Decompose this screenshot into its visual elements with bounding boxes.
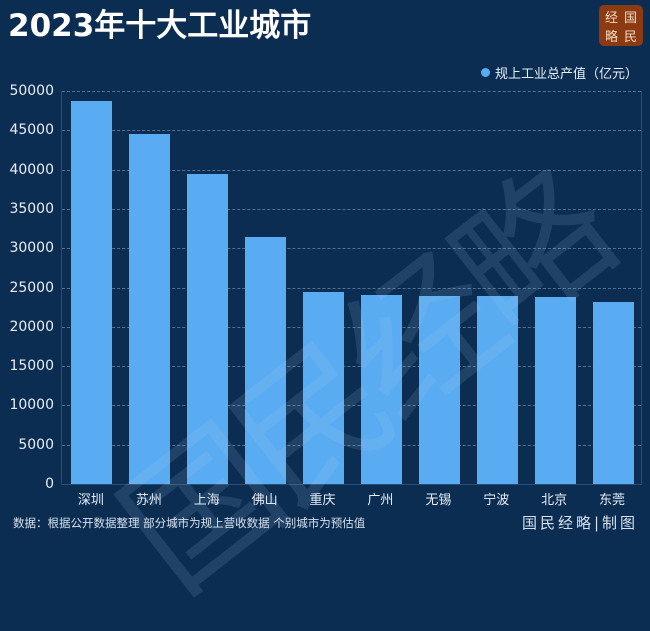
x-tick-label: 苏州 xyxy=(135,493,162,508)
bar-9 xyxy=(592,302,634,484)
x-tick-label: 北京 xyxy=(541,493,568,508)
y-tick-label: 30000 xyxy=(9,240,54,257)
bar-7 xyxy=(476,296,518,484)
data-source-note: 数据：根据公开数据整理 部分城市为规上营收数据 个别城市为预估值 xyxy=(13,516,366,530)
y-tick-label: 20000 xyxy=(9,318,54,335)
plot-area xyxy=(61,91,642,485)
x-tick-label: 东莞 xyxy=(599,493,626,508)
x-tick-label: 宁波 xyxy=(483,493,510,508)
y-tick-label: 25000 xyxy=(9,279,54,296)
gridline xyxy=(62,208,641,210)
legend-swatch-icon xyxy=(480,68,490,77)
y-tick-label: 0 xyxy=(45,476,54,492)
bar-1 xyxy=(129,134,171,484)
bar-5 xyxy=(360,295,402,484)
x-tick-label: 重庆 xyxy=(309,493,336,508)
bar-6 xyxy=(418,296,460,484)
x-tick-label: 无锡 xyxy=(425,493,452,508)
x-tick-label: 深圳 xyxy=(77,493,104,508)
gridline xyxy=(62,366,641,368)
y-tick-label: 5000 xyxy=(18,436,54,453)
bar-0 xyxy=(71,101,113,484)
bar-8 xyxy=(534,296,576,484)
gridline xyxy=(62,405,641,407)
gridline xyxy=(62,130,641,132)
y-tick-label: 15000 xyxy=(9,358,54,375)
logo-char: 经 xyxy=(604,11,618,26)
y-tick-label: 50000 xyxy=(9,83,54,99)
logo-char: 国 xyxy=(623,11,637,26)
bar-2 xyxy=(187,173,229,484)
bar-4 xyxy=(303,292,345,484)
x-tick-label: 广州 xyxy=(367,493,394,508)
logo-char: 民 xyxy=(623,30,637,45)
logo-char: 略 xyxy=(604,30,618,45)
y-tick-label: 10000 xyxy=(9,397,54,414)
gridline xyxy=(62,326,641,328)
gridline xyxy=(62,287,641,289)
legend: 规上工业总产值（亿元） xyxy=(480,63,638,82)
gridline xyxy=(62,169,641,171)
y-tick-label: 35000 xyxy=(9,200,54,217)
y-tick-label: 45000 xyxy=(9,122,54,139)
legend-label: 规上工业总产值（亿元） xyxy=(494,67,638,82)
gridline xyxy=(62,248,641,250)
chart-title: 2023年十大工业城市 xyxy=(8,8,312,44)
x-tick-label: 佛山 xyxy=(251,493,278,508)
chart-credit: 国民经略|制图 xyxy=(521,514,638,532)
brand-logo: 经 国 略 民 xyxy=(599,5,643,46)
y-tick-label: 40000 xyxy=(9,161,54,178)
gridline xyxy=(62,91,641,92)
x-tick-label: 上海 xyxy=(193,493,220,508)
gridline xyxy=(62,444,641,446)
bar-3 xyxy=(245,237,287,484)
